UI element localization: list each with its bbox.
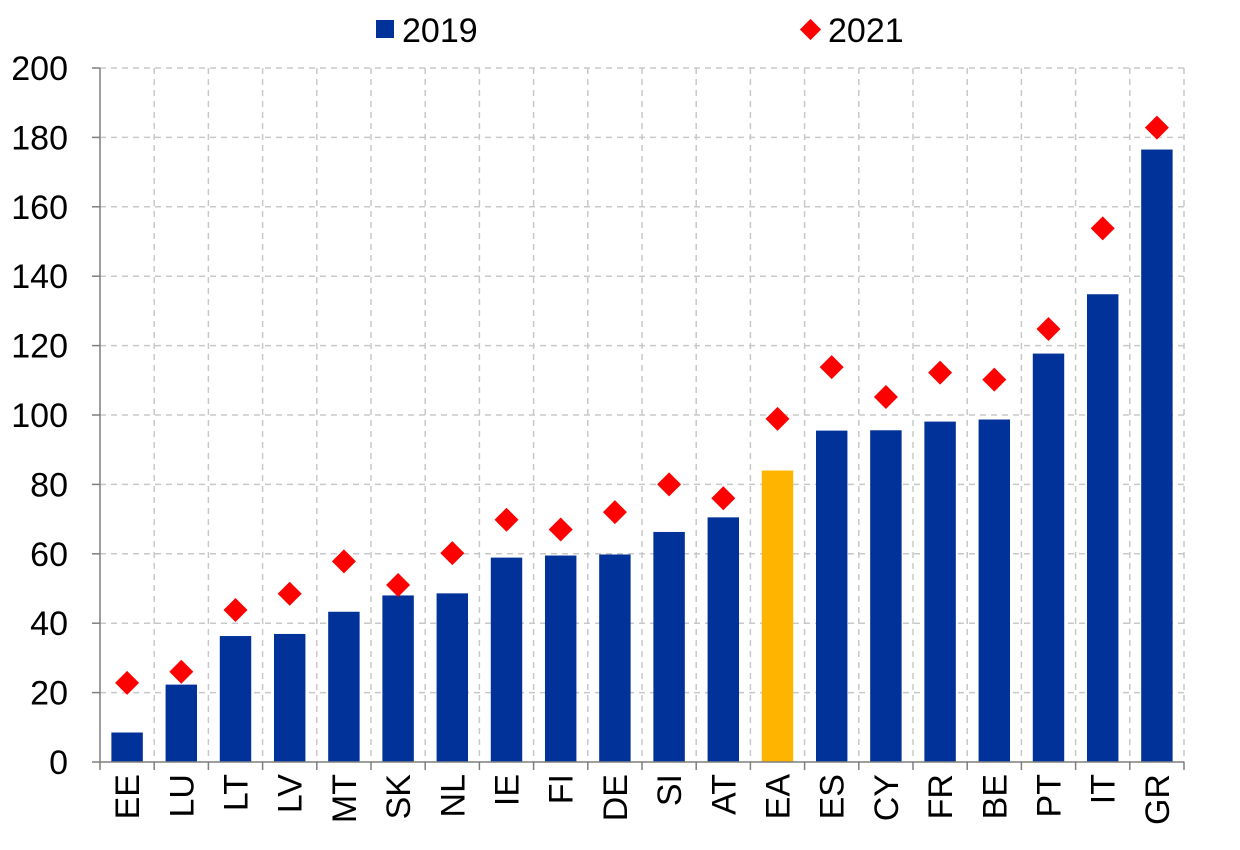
x-axis-tick-labels: EE LU LT LV MT SK NL IE FI DE SI AT EA ES CY FR BE PT IT GR	[109, 774, 1177, 825]
bar-it	[1086, 294, 1119, 762]
x-tick-label-it: IT	[1085, 774, 1123, 804]
marker-nl	[440, 541, 465, 566]
marker-ee	[115, 670, 140, 695]
bar-series-2019	[111, 149, 1173, 763]
bar-mt	[328, 611, 360, 762]
y-axis-tick-labels: 0 20 40 60 80 100 120 140 160 180 200	[11, 50, 68, 782]
marker-be	[982, 367, 1007, 392]
gridlines	[100, 67, 1185, 762]
y-tick-label: 200	[11, 50, 68, 88]
y-tick-label: 120	[11, 328, 68, 366]
bar-ea	[761, 470, 794, 762]
axes	[92, 67, 1185, 770]
legend-label-2019: 2019	[402, 12, 478, 50]
x-tick-label-lu: LU	[163, 774, 201, 817]
y-tick-label: 20	[30, 675, 68, 713]
x-tick-label-de: DE	[597, 774, 635, 821]
y-tick-label: 60	[30, 536, 68, 574]
x-tick-label-fi: FI	[543, 774, 581, 804]
y-tick-label: 140	[11, 258, 68, 296]
x-tick-label-mt: MT	[326, 774, 364, 823]
x-tick-label-fr: FR	[922, 774, 960, 819]
x-tick-label-pt: PT	[1031, 774, 1069, 817]
y-tick-label: 180	[11, 119, 68, 157]
marker-lt	[223, 598, 248, 623]
x-tick-label-be: BE	[976, 774, 1014, 819]
bar-pt	[1032, 353, 1065, 762]
bar-lt	[219, 636, 252, 762]
y-tick-label: 100	[11, 397, 68, 435]
legend-swatch-2021	[799, 18, 822, 41]
y-tick-label: 0	[49, 744, 68, 782]
bar-lv	[273, 633, 306, 762]
bar-at	[707, 517, 740, 762]
legend-label-2021: 2021	[828, 12, 904, 50]
marker-sk	[386, 573, 411, 598]
x-tick-label-ee: EE	[109, 774, 147, 819]
bar-si	[653, 531, 685, 762]
marker-ea	[765, 406, 790, 431]
x-tick-label-ie: IE	[489, 774, 527, 806]
marker-pt	[1036, 316, 1061, 341]
bar-fi	[544, 555, 577, 762]
x-tick-label-nl: NL	[434, 774, 472, 817]
marker-mt	[331, 549, 356, 574]
marker-si	[657, 472, 682, 497]
marker-series-2021	[115, 115, 1169, 695]
x-tick-label-lv: LV	[272, 774, 310, 813]
bar-nl	[436, 593, 469, 762]
marker-lu	[169, 659, 194, 684]
marker-de	[602, 500, 627, 525]
marker-es	[819, 355, 844, 380]
x-tick-label-si: SI	[651, 774, 689, 806]
x-tick-label-lt: LT	[218, 774, 256, 811]
y-tick-label: 40	[30, 605, 68, 643]
bar-ie	[490, 557, 523, 762]
bar-es	[815, 430, 848, 762]
marker-it	[1090, 216, 1115, 241]
marker-lv	[277, 581, 302, 606]
marker-fi	[548, 517, 573, 542]
bar-gr	[1141, 149, 1173, 763]
bar-cy	[870, 430, 902, 762]
marker-at	[711, 486, 736, 511]
marker-ie	[494, 507, 519, 532]
bar-fr	[924, 421, 956, 762]
marker-gr	[1144, 115, 1169, 140]
marker-cy	[873, 384, 898, 409]
x-tick-label-gr: GR	[1139, 774, 1177, 825]
bar-lu	[165, 684, 198, 762]
bar-de	[599, 554, 631, 762]
y-tick-label: 160	[11, 189, 68, 227]
bar-ee	[111, 732, 143, 762]
x-tick-label-es: ES	[814, 774, 852, 819]
x-tick-label-sk: SK	[380, 774, 418, 820]
x-tick-label-cy: CY	[868, 774, 906, 821]
y-tick-label: 80	[30, 466, 68, 504]
marker-fr	[928, 360, 953, 385]
bar-sk	[382, 595, 414, 762]
x-tick-label-ea: EA	[760, 774, 798, 820]
legend-swatch-2019	[376, 20, 394, 38]
x-tick-label-at: AT	[705, 774, 743, 815]
bar-be	[978, 419, 1011, 762]
legend: 2019 2021	[376, 12, 904, 50]
